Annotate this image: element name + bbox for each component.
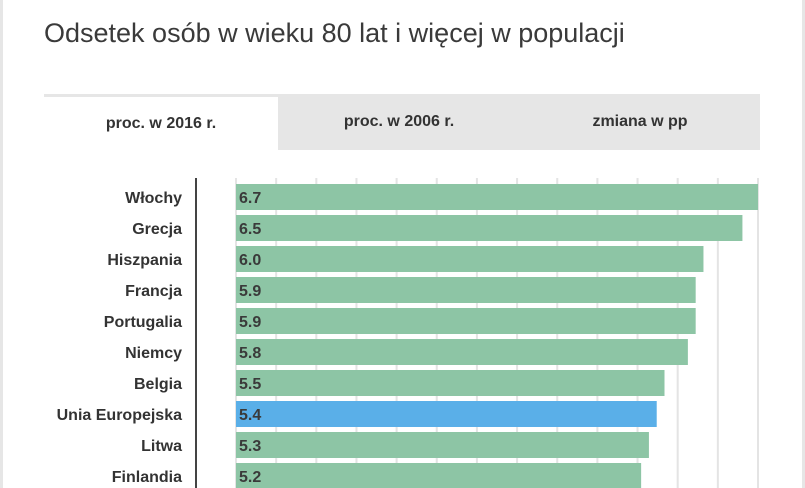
category-label: Hiszpania <box>107 252 182 269</box>
category-label: Francja <box>125 283 182 300</box>
bar-francja <box>236 277 696 303</box>
tab-bar: proc. w 2016 r. proc. w 2006 r. zmiana w… <box>44 94 760 150</box>
bar-niemcy <box>236 339 688 365</box>
bar-value-label: 5.9 <box>239 314 261 331</box>
category-label: Włochy <box>125 190 182 207</box>
category-label: Grecja <box>132 221 182 238</box>
bar-value-label: 5.9 <box>239 283 261 300</box>
category-label: Portugalia <box>104 314 182 331</box>
bar-value-label: 5.4 <box>239 407 261 424</box>
left-frame-edge <box>0 0 3 488</box>
bar-value-label: 5.5 <box>239 376 261 393</box>
tab-2016[interactable]: proc. w 2016 r. <box>44 94 278 150</box>
category-label: Belgia <box>134 376 182 393</box>
bar-finlandia <box>236 463 642 488</box>
bar-value-label: 6.0 <box>239 252 261 269</box>
tab-change-pp[interactable]: zmiana w pp <box>592 113 688 130</box>
tab-2006[interactable]: proc. w 2006 r. <box>343 113 455 130</box>
bar-unia-europejska <box>236 401 657 427</box>
bar-portugalia <box>236 308 696 334</box>
right-frame-edge <box>802 0 805 488</box>
bar-belgia <box>236 370 665 396</box>
category-label: Niemcy <box>125 345 182 362</box>
category-label: Litwa <box>141 438 182 455</box>
bar-włochy <box>236 184 758 210</box>
bar-hiszpania <box>236 246 704 272</box>
bar-value-label: 5.8 <box>239 345 261 362</box>
bar-grecja <box>236 215 743 241</box>
bar-value-label: 5.3 <box>239 438 261 455</box>
bar-chart: 6.7 Włochy 6.5 Grecja 6.0 Hiszpania 5.9 Francja… <box>57 178 759 488</box>
category-label: Unia Europejska <box>57 407 182 424</box>
bar-value-label: 6.5 <box>239 221 261 238</box>
bar-value-label: 5.2 <box>239 469 261 486</box>
bar-litwa <box>236 432 649 458</box>
page-title: Odsetek osób w wieku 80 lat i więcej w p… <box>44 18 625 48</box>
category-label: Finlandia <box>112 469 182 486</box>
bar-value-label: 6.7 <box>239 190 261 207</box>
